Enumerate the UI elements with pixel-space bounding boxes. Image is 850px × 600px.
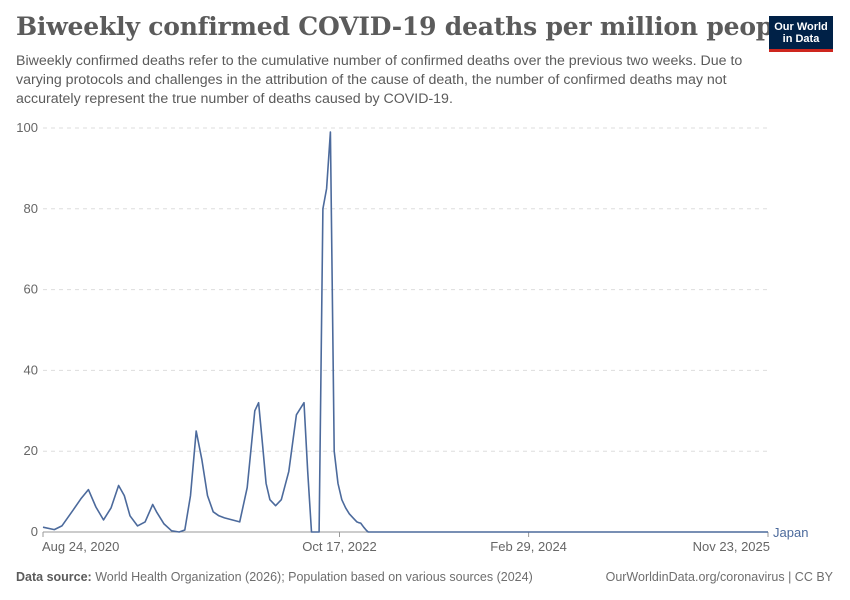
x-tick-label: Aug 24, 2020 [42, 539, 119, 554]
chart-title: Biweekly confirmed COVID-19 deaths per m… [16, 12, 799, 41]
x-tick-label: Feb 29, 2024 [490, 539, 567, 554]
axes: 0 20 40 60 80 100 Aug 24, 2020 Oct 17, 2022 Feb … [16, 120, 770, 554]
logo-line-2: in Data [782, 33, 820, 45]
x-tick-label: Oct 17, 2022 [302, 539, 376, 554]
y-tick-label: 20 [24, 443, 38, 458]
owid-logo[interactable]: Our World in Data [769, 16, 833, 52]
x-tick-label: Nov 23, 2025 [693, 539, 770, 554]
y-tick-label: 40 [24, 362, 38, 377]
y-tick-label: 0 [31, 524, 38, 539]
data-source-text: World Health Organization (2026); Popula… [95, 570, 533, 584]
series-label-japan[interactable]: Japan [773, 525, 808, 540]
series-line-japan[interactable] [42, 131, 768, 533]
series-labels: Japan [773, 525, 808, 540]
series-lines [42, 131, 768, 533]
grid-lines [43, 127, 768, 452]
data-source: Data source: World Health Organization (… [16, 570, 533, 584]
data-source-label: Data source: [16, 570, 92, 584]
y-tick-label: 80 [24, 201, 38, 216]
y-tick-label: 100 [16, 120, 38, 135]
logo-line-1: Our World [774, 21, 828, 33]
chart-subtitle: Biweekly confirmed deaths refer to the c… [16, 53, 743, 107]
y-tick-label: 60 [24, 282, 38, 297]
attribution-link[interactable]: OurWorldinData.org/coronavirus | CC BY [605, 570, 833, 584]
